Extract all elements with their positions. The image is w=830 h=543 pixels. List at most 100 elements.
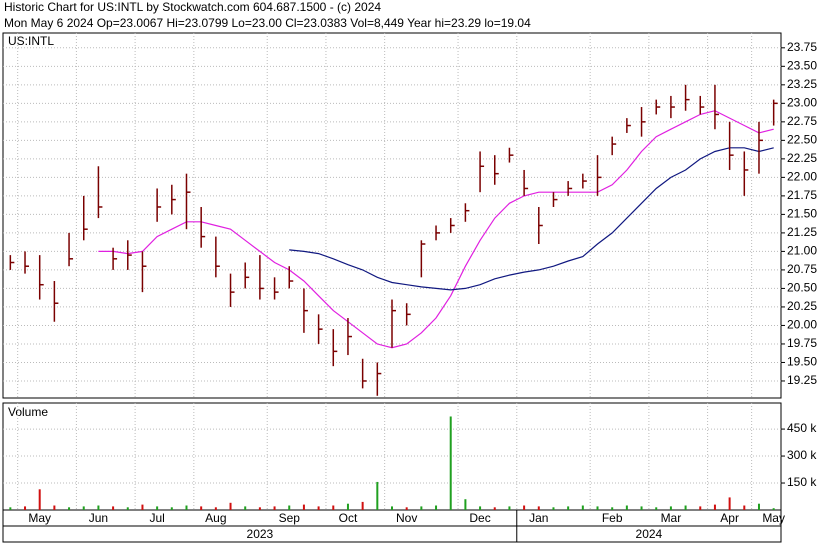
volume-bar — [317, 506, 320, 510]
volume-bar — [112, 506, 115, 510]
volume-bar — [185, 505, 188, 510]
volume-bar — [435, 505, 438, 510]
x-tick-label: May — [28, 511, 51, 525]
volume-bar — [625, 505, 628, 510]
volume-bar — [669, 506, 672, 510]
chart-subtitle: Mon May 6 2024 Op=23.0067 Hi=23.0799 Lo=… — [4, 16, 531, 30]
x-tick-label: Aug — [205, 511, 226, 525]
x-tick-label: May — [762, 511, 785, 525]
volume-bar — [376, 481, 379, 510]
y-tick-label: 20.25 — [787, 299, 817, 313]
price-panel — [2, 32, 782, 399]
volume-bar — [288, 505, 291, 510]
volume-bar — [464, 499, 467, 510]
volume-bar — [772, 508, 775, 510]
volume-bar — [757, 503, 760, 510]
year-label: 2024 — [636, 527, 663, 541]
volume-bar — [493, 507, 496, 510]
x-tick-label: Mar — [661, 511, 682, 525]
volume-bar — [449, 416, 452, 510]
year-band — [2, 525, 782, 543]
volume-bar — [537, 506, 540, 510]
volume-bar — [596, 506, 599, 510]
y-tick-label: 22.50 — [787, 133, 817, 147]
volume-bar — [156, 506, 159, 510]
volume-bar — [68, 507, 71, 510]
y-tick-label: 19.50 — [787, 355, 817, 369]
volume-bar — [244, 506, 247, 510]
volume-bar — [479, 506, 482, 510]
volume-bar — [302, 504, 305, 510]
volume-bar — [699, 506, 702, 510]
x-tick-label: Jan — [529, 511, 548, 525]
volume-bar — [97, 505, 100, 510]
y-tick-label: 21.25 — [787, 225, 817, 239]
volume-bar — [361, 501, 364, 510]
y-tick-label: 23.25 — [787, 77, 817, 91]
year-label: 2023 — [247, 527, 274, 541]
x-tick-label: Apr — [720, 511, 739, 525]
volume-bar — [82, 506, 85, 510]
y-tick-label: 21.75 — [787, 188, 817, 202]
volume-bar — [273, 506, 276, 510]
y-tick-label: 20.75 — [787, 262, 817, 276]
symbol-label: US:INTL — [8, 34, 54, 48]
x-tick-label: Jun — [89, 511, 108, 525]
volume-bar — [581, 505, 584, 510]
y-tick-label: 20.50 — [787, 281, 817, 295]
y-tick-label: 21.50 — [787, 207, 817, 221]
x-tick-label: Oct — [339, 511, 358, 525]
volume-bar — [229, 502, 232, 510]
volume-bar — [611, 507, 614, 510]
volume-bar — [38, 489, 41, 510]
volume-bar — [141, 504, 144, 510]
x-tick-label: Sep — [279, 511, 301, 525]
volume-tick-label: 300 k — [787, 448, 817, 462]
volume-bar — [346, 503, 349, 510]
y-tick-label: 21.00 — [787, 244, 817, 258]
volume-bar — [332, 505, 335, 510]
y-tick-label: 23.50 — [787, 58, 817, 72]
volume-bar — [743, 505, 746, 510]
y-tick-label: 23.00 — [787, 96, 817, 110]
volume-bar — [552, 507, 555, 510]
x-tick-label: Nov — [396, 511, 417, 525]
volume-bar — [567, 506, 570, 510]
volume-bar — [126, 507, 129, 510]
volume-bar — [170, 507, 173, 510]
volume-bar — [640, 506, 643, 510]
moving-average-line — [289, 147, 774, 291]
volume-bar — [214, 507, 217, 510]
y-tick-label: 22.25 — [787, 151, 817, 165]
volume-bar — [728, 497, 731, 510]
y-tick-label: 22.75 — [787, 114, 817, 128]
volume-bar — [508, 506, 511, 510]
volume-tick-label: 450 k — [787, 421, 817, 435]
volume-bar — [258, 507, 261, 510]
volume-bar — [523, 505, 526, 510]
volume-bar — [655, 507, 658, 510]
volume-bar — [684, 505, 687, 510]
volume-bar — [391, 506, 393, 510]
x-tick-label: Dec — [469, 511, 490, 525]
volume-bar — [713, 504, 716, 510]
y-tick-label: 22.00 — [787, 170, 817, 184]
volume-bar — [24, 506, 27, 510]
x-tick-label: Feb — [602, 511, 623, 525]
volume-bar — [9, 507, 12, 510]
y-tick-label: 19.75 — [787, 336, 817, 350]
volume-bar — [200, 506, 203, 510]
y-tick-label: 20.00 — [787, 318, 817, 332]
moving-average-line — [98, 110, 774, 349]
x-tick-label: Jul — [149, 511, 164, 525]
y-tick-label: 23.75 — [787, 40, 817, 54]
volume-bar — [420, 506, 423, 510]
y-tick-label: 19.25 — [787, 373, 817, 387]
volume-tick-label: 150 k — [787, 475, 817, 489]
volume-label: Volume — [8, 405, 48, 419]
volume-bar — [53, 505, 56, 510]
volume-bar — [405, 507, 408, 510]
